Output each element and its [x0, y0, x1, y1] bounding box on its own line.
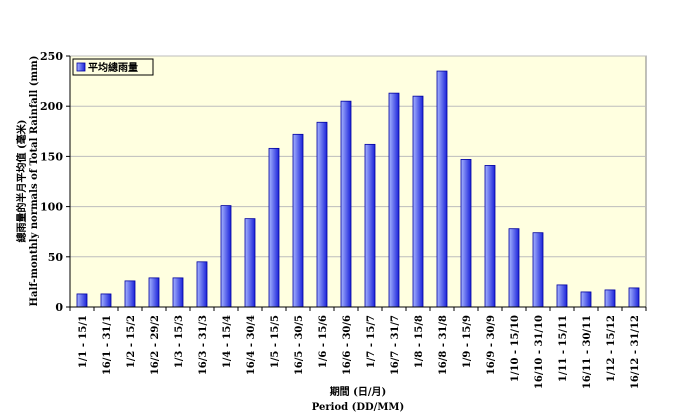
bar — [100, 293, 112, 308]
legend-label: 平均總雨量 — [88, 61, 138, 74]
bar — [604, 289, 616, 308]
x-tick-label: 1/10 - 15/10 — [510, 315, 521, 382]
bar — [460, 159, 472, 308]
y-tick-label: 100 — [40, 201, 63, 214]
x-tick-label: 16/12 - 31/12 — [630, 315, 641, 389]
x-tick-label: 1/9 - 15/9 — [462, 315, 473, 368]
bar — [244, 218, 256, 308]
plot-area — [69, 55, 647, 308]
bar — [124, 280, 136, 308]
y-tick-label: 0 — [55, 301, 63, 314]
y-tick-label: 200 — [40, 100, 63, 113]
bar — [556, 284, 568, 308]
x-tick-label: 16/6 - 30/6 — [342, 315, 353, 375]
bar — [364, 143, 376, 308]
bar — [292, 133, 304, 308]
x-tick-label: 1/11 - 15/11 — [558, 315, 569, 382]
bar — [388, 92, 400, 308]
x-tick-label: 1/4 - 15/4 — [222, 315, 233, 368]
bars — [76, 70, 640, 308]
bar — [268, 147, 280, 308]
x-tick-label: 1/5 - 15/5 — [270, 315, 281, 368]
legend: 平均總雨量 — [72, 58, 154, 76]
x-tick-label: 16/7 - 31/7 — [390, 315, 401, 375]
y-tick-label: 150 — [40, 150, 63, 163]
x-axis-ticks: 1/1 - 15/1 16/1 - 31/1 1/2 - 15/2 16/2 - 29… — [69, 307, 647, 389]
bar — [436, 70, 448, 308]
gridlines — [70, 55, 646, 258]
bar — [484, 165, 496, 308]
bar — [508, 228, 520, 308]
x-tick-label: 1/3 - 15/3 — [174, 315, 185, 368]
legend-box — [72, 58, 154, 76]
bar — [532, 232, 544, 308]
x-tick-label: 1/1 - 15/1 — [78, 315, 89, 368]
bar — [316, 121, 328, 308]
x-tick-label: 16/5 - 30/5 — [294, 315, 305, 375]
y-tick-label: 50 — [48, 251, 64, 264]
bar — [148, 277, 160, 308]
x-tick-label: 16/4 - 30/4 — [246, 315, 257, 375]
y-tick-label: 250 — [40, 50, 63, 63]
x-tick-label: 16/1 - 31/1 — [102, 315, 113, 375]
bar — [580, 291, 592, 308]
bar — [196, 261, 208, 308]
bar — [412, 95, 424, 308]
y-axis-title-en: Half-monthly normals of Total Rainfall (… — [29, 56, 40, 307]
bar — [76, 293, 88, 308]
x-tick-label: 16/10 - 31/10 — [534, 315, 545, 389]
y-axis-title-zh: 總雨量的半月平均值 (毫米) — [15, 120, 28, 243]
bar — [220, 205, 232, 308]
x-tick-label: 16/3 - 31/3 — [198, 315, 209, 375]
x-tick-label: 16/9 - 30/9 — [486, 315, 497, 375]
y-axis-ticks: 0 50 100 150 200 250 — [40, 50, 70, 314]
bar — [628, 287, 640, 308]
x-tick-label: 1/12 - 15/12 — [606, 315, 617, 382]
x-tick-label: 16/2 - 29/2 — [150, 315, 161, 375]
x-tick-label: 1/8 - 15/8 — [414, 315, 425, 368]
bar — [340, 100, 352, 308]
x-axis-title-zh: 期間 (日/月) — [330, 385, 387, 398]
x-tick-label: 1/7 - 15/7 — [366, 315, 377, 368]
x-tick-label: 1/2 - 15/2 — [126, 315, 137, 368]
x-tick-label: 16/11 - 30/11 — [582, 315, 593, 389]
legend-swatch — [76, 62, 86, 72]
y-axis-title: 總雨量的半月平均值 (毫米) Half-monthly normals of T… — [15, 56, 40, 307]
x-tick-label: 16/8 - 31/8 — [438, 315, 449, 375]
bar — [172, 277, 184, 308]
x-tick-label: 1/6 - 15/6 — [318, 315, 329, 368]
x-axis-title-en: Period (DD/MM) — [312, 402, 404, 413]
